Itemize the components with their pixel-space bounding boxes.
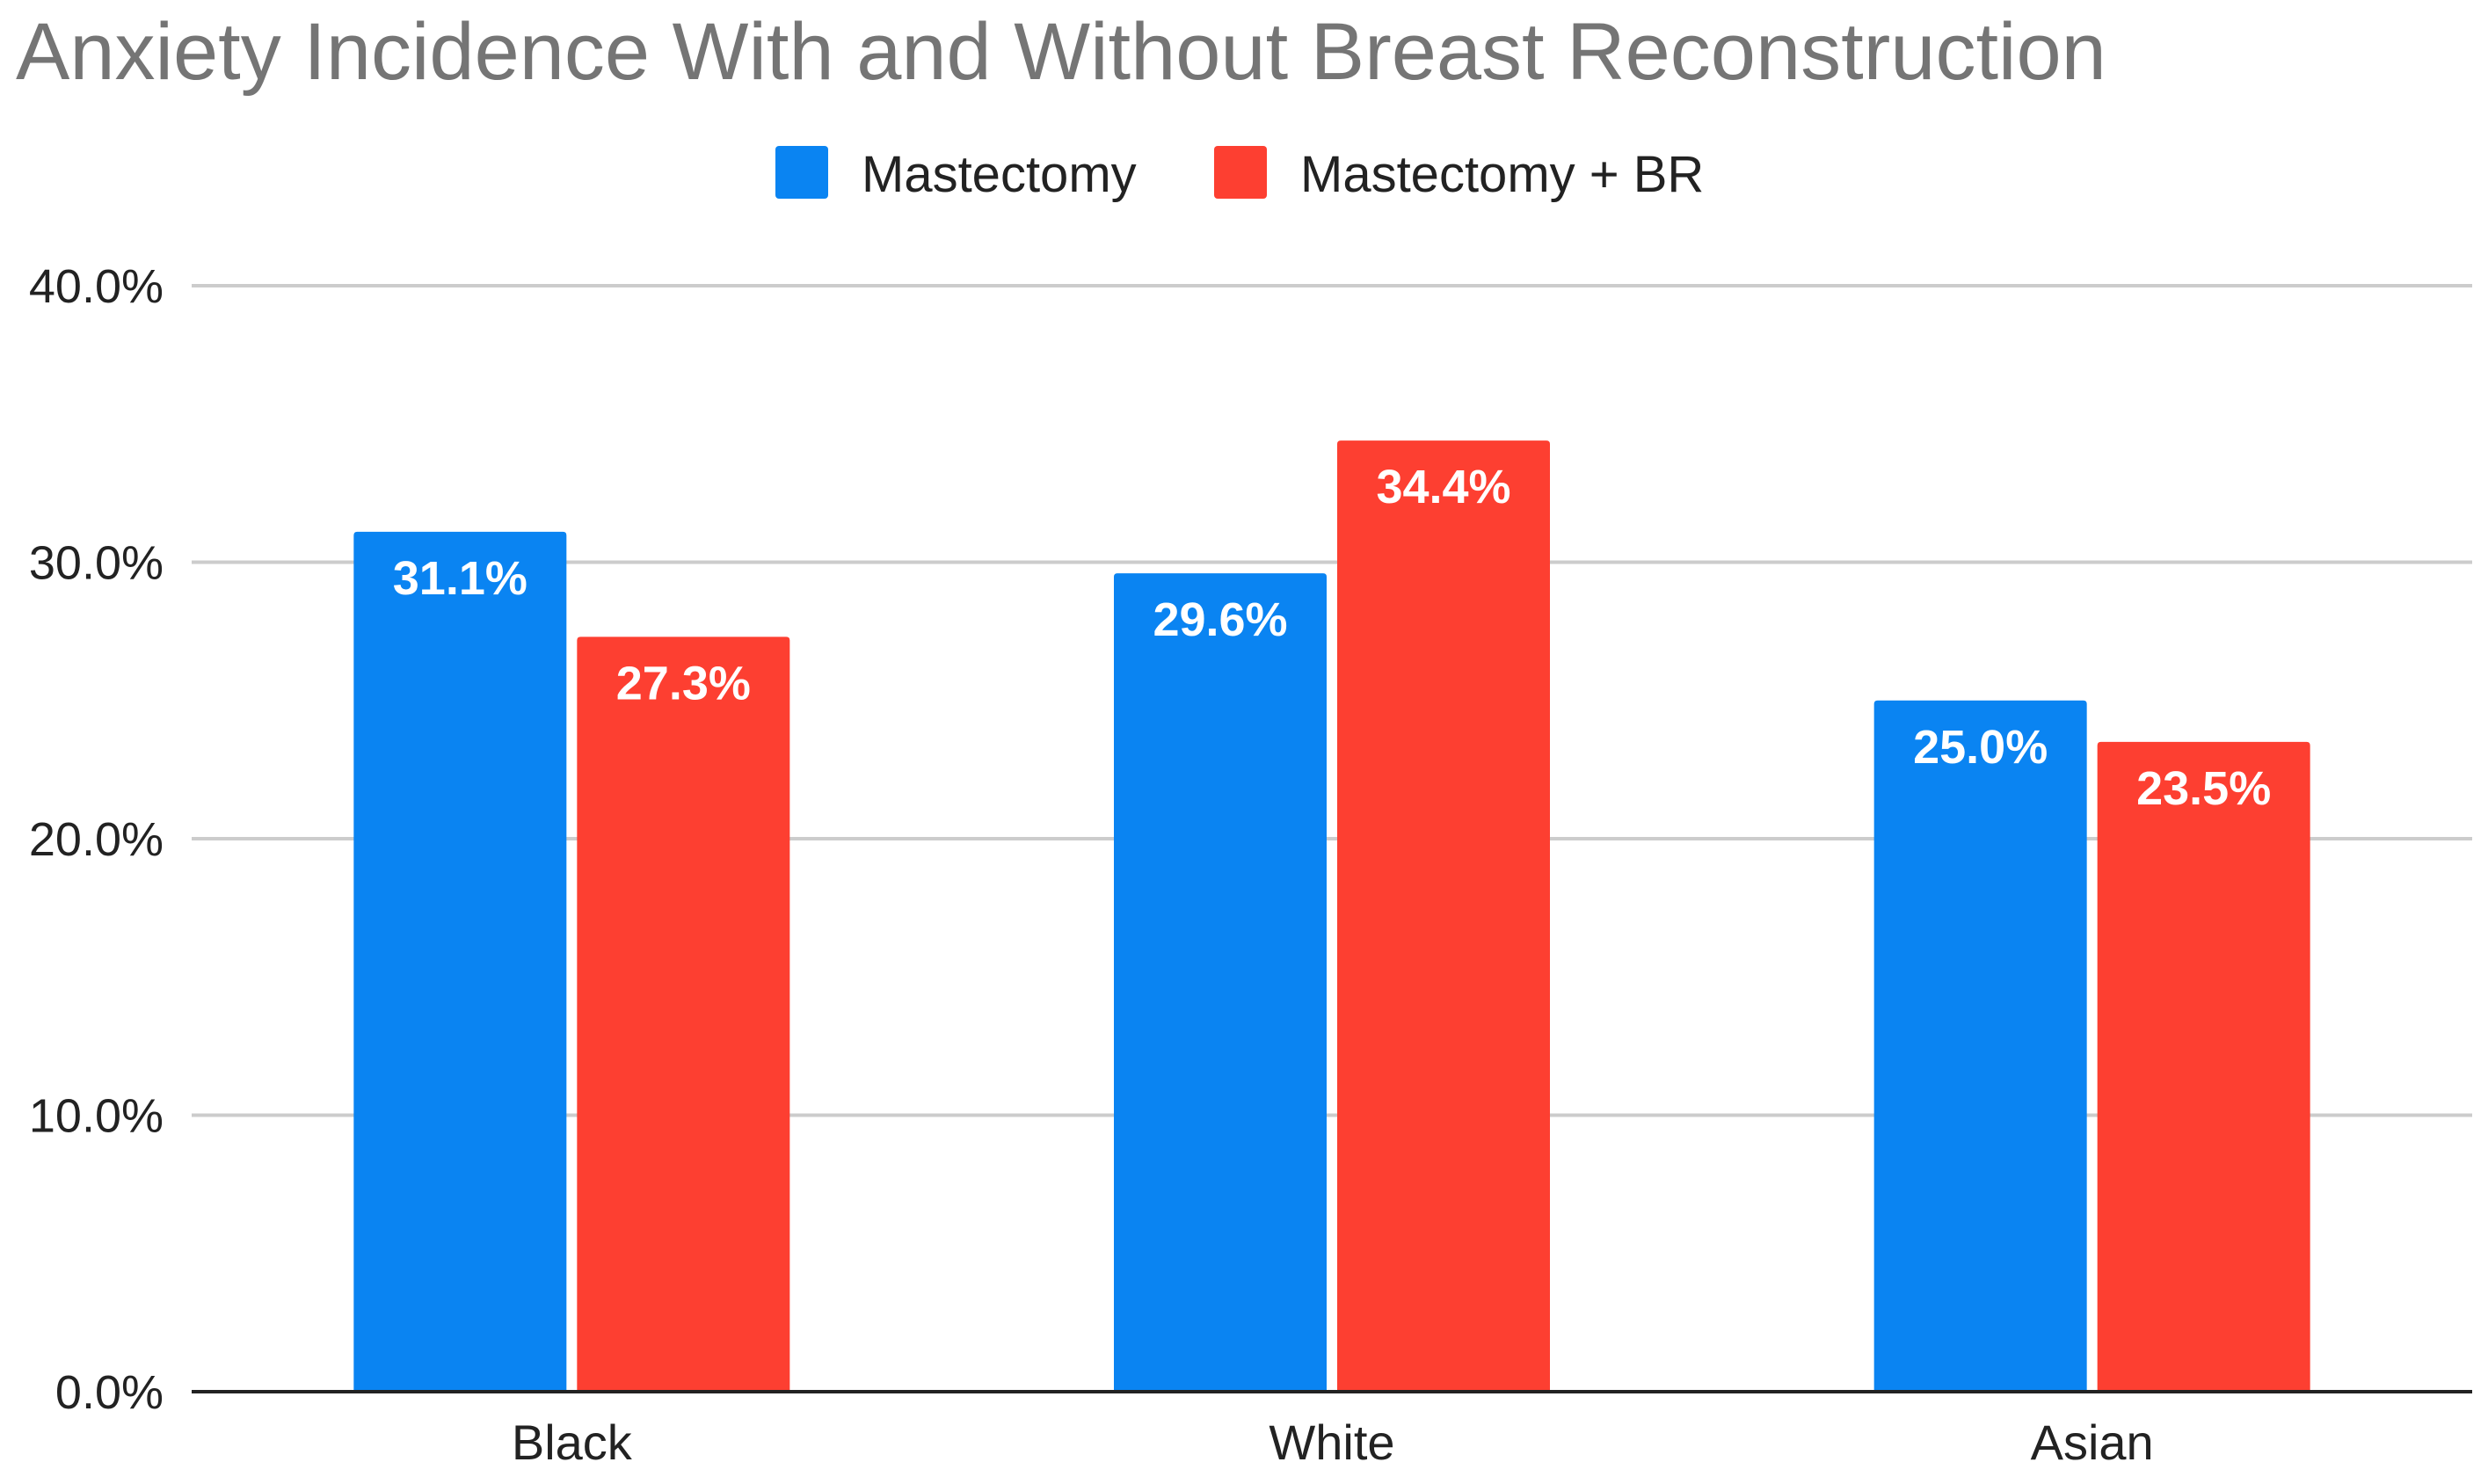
x-category-label: Asian [2031, 1415, 2154, 1470]
bars [353, 440, 2310, 1392]
legend: Mastectomy Mastectomy + BR [775, 146, 1704, 203]
x-category-label: Black [512, 1415, 633, 1470]
data-label: 23.5% [2136, 762, 2271, 815]
data-label: 29.6% [1153, 593, 1287, 646]
chart-title: Anxiety Incidence With and Without Breas… [16, 7, 2106, 97]
gridlines [192, 284, 2472, 1117]
bar-white-series-2 [1337, 440, 1550, 1392]
bar-asian-series-2 [2097, 741, 2310, 1392]
x-axis-categories: Black White Asian [512, 1415, 2154, 1470]
data-label: 34.4% [1376, 461, 1510, 513]
legend-swatch [775, 146, 828, 199]
y-tick-label: 30.0% [29, 537, 164, 590]
value-labels: 31.1% 27.3% 29.6% 34.4% 25.0% 23.5% [393, 461, 2271, 815]
bar-asian-series-1 [1873, 700, 2087, 1392]
x-category-label: White [1269, 1415, 1394, 1470]
y-tick-label: 20.0% [29, 813, 164, 866]
bar-black-series-2 [577, 637, 790, 1392]
y-tick-label: 10.0% [29, 1090, 164, 1143]
y-axis-ticks: 0.0% 10.0% 20.0% 30.0% 40.0% [29, 260, 164, 1419]
data-label: 25.0% [1913, 721, 2048, 774]
legend-label: Mastectomy + BR [1300, 146, 1704, 203]
legend-swatch [1214, 146, 1267, 199]
data-label: 27.3% [616, 657, 751, 709]
bar-black-series-1 [353, 531, 567, 1392]
data-label: 31.1% [393, 552, 527, 605]
y-tick-label: 40.0% [29, 260, 164, 313]
legend-label: Mastectomy [862, 146, 1137, 203]
bar-white-series-1 [1114, 573, 1327, 1392]
y-tick-label: 0.0% [55, 1366, 164, 1419]
